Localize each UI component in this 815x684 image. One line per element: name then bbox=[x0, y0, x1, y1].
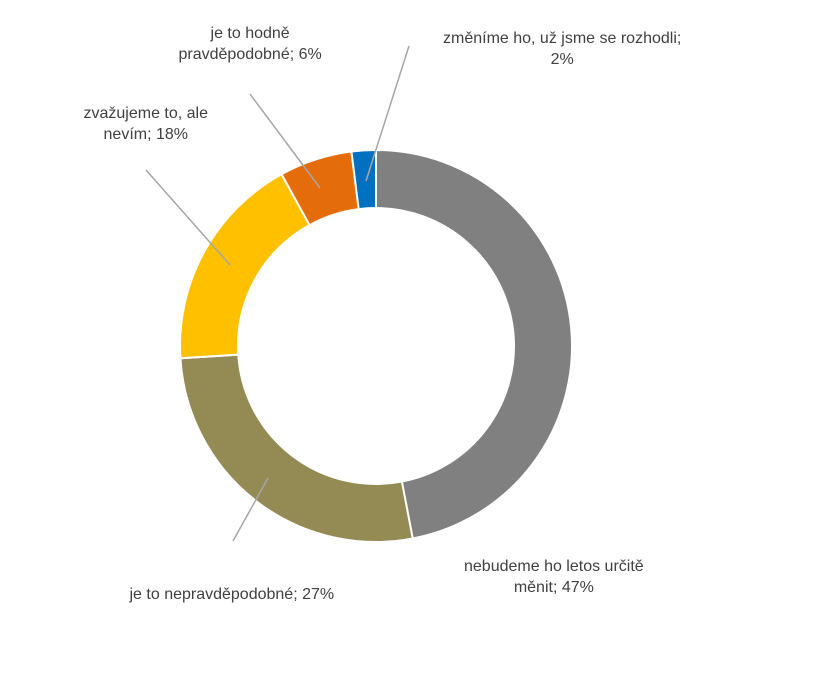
data-label-slice-4: je to hodně pravděpodobné; 6% bbox=[179, 23, 322, 65]
data-label-line: pravděpodobné; 6% bbox=[178, 46, 322, 63]
slices-layer bbox=[179, 148, 573, 543]
data-label-line: zvažujeme to, ale bbox=[83, 105, 209, 122]
data-label-line: nebudeme ho letos určitě bbox=[464, 558, 644, 575]
leader-line-5 bbox=[365, 45, 410, 182]
data-label-line: nevím; 18% bbox=[103, 126, 188, 143]
leader-line-2 bbox=[232, 477, 269, 542]
data-label-line: měnit; 47% bbox=[513, 579, 594, 596]
donut-slice-3 bbox=[179, 172, 311, 360]
donut-slice-1 bbox=[375, 148, 573, 540]
data-label-line: změníme ho, už jsme se rozhodli; bbox=[443, 30, 682, 47]
data-label-slice-3: zvažujeme to, ale nevím; 18% bbox=[84, 103, 209, 145]
data-label-slice-5: změníme ho, už jsme se rozhodli; 2% bbox=[443, 28, 681, 70]
data-label-line: 2% bbox=[550, 51, 574, 68]
leader-line-3 bbox=[145, 169, 231, 266]
leader-lines-layer bbox=[145, 45, 410, 542]
leader-line-4 bbox=[249, 93, 321, 189]
data-label-slice-2: je to nepravděpodobné; 27% bbox=[130, 584, 335, 605]
donut-slice-5 bbox=[350, 148, 377, 211]
data-label-line: je to hodně bbox=[210, 25, 290, 42]
data-label-slice-1: nebudeme ho letos určitě měnit; 47% bbox=[464, 556, 644, 598]
data-label-line: je to nepravděpodobné; 27% bbox=[129, 586, 335, 603]
donut-slice-2 bbox=[179, 353, 414, 543]
